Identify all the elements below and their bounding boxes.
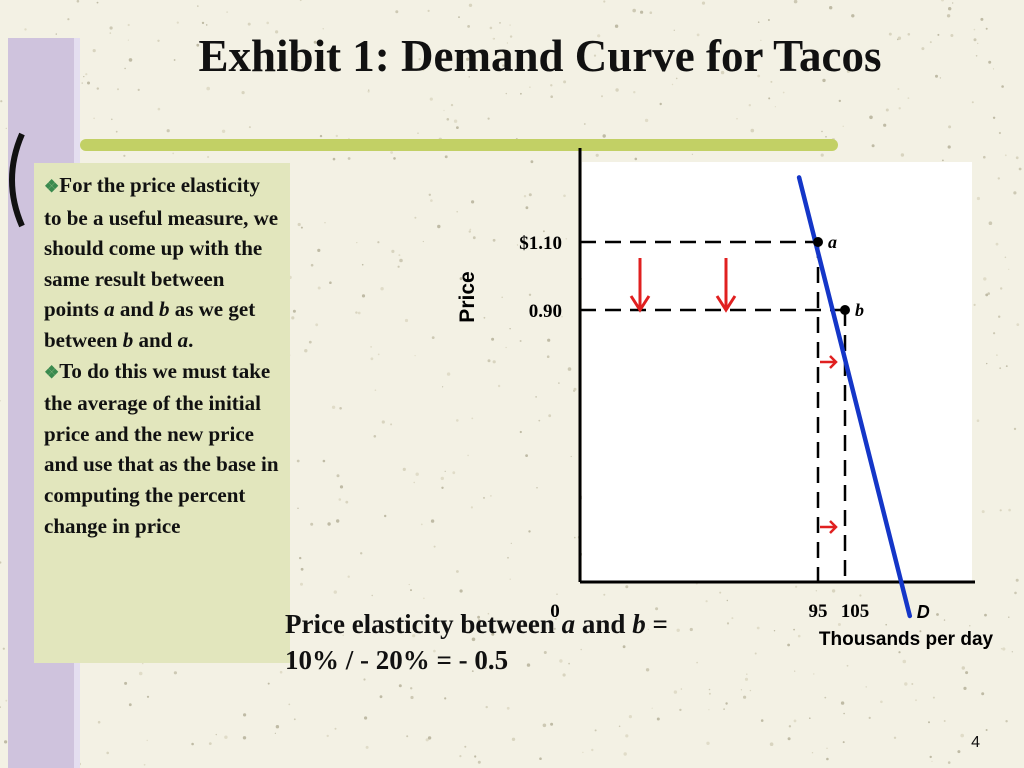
chart-plot-background — [582, 162, 972, 582]
y-tick-label: $1.10 — [519, 233, 562, 254]
slide-title: Exhibit 1: Demand Curve for Tacos — [198, 31, 882, 81]
diamond-bullet-icon: ❖ — [44, 177, 60, 196]
x-tick-label: 95 — [809, 601, 828, 622]
arrow-down-icon — [715, 258, 737, 313]
demand-curve-line — [796, 175, 913, 619]
point-a — [813, 237, 823, 247]
diamond-bullet-icon: ❖ — [44, 362, 60, 382]
bullet-2: ❖To do this we must take the average of … — [44, 358, 279, 538]
page-number: 4 — [971, 734, 980, 751]
point-label-a: a — [828, 232, 837, 252]
y-tick-label: 0.90 — [529, 301, 562, 322]
arrow-right-icon — [820, 355, 838, 369]
x-axis-label: Thousands per day — [819, 629, 994, 650]
arrow-down-icon — [629, 258, 651, 313]
elasticity-formula: Price elasticity between a and b = 10% /… — [285, 606, 805, 678]
arrow-right-icon — [820, 520, 838, 534]
title-underline — [80, 139, 838, 151]
formula-line-1: Price elasticity between a and b = — [285, 609, 668, 639]
y-axis-label: Price — [456, 271, 479, 322]
origin-label: 0 — [550, 601, 560, 622]
point-b — [840, 305, 850, 315]
explanation-textbox: ❖For the price elasticity to be a useful… — [34, 163, 290, 663]
x-tick-label: 105 — [841, 601, 870, 622]
formula-line-2: 10% / - 20% = - 0.5 — [285, 645, 509, 675]
bracket-decoration — [9, 132, 25, 228]
series-label-d: D — [917, 602, 930, 622]
point-label-b: b — [855, 300, 864, 320]
bullet-1: ❖For the price elasticity to be a useful… — [44, 173, 279, 352]
